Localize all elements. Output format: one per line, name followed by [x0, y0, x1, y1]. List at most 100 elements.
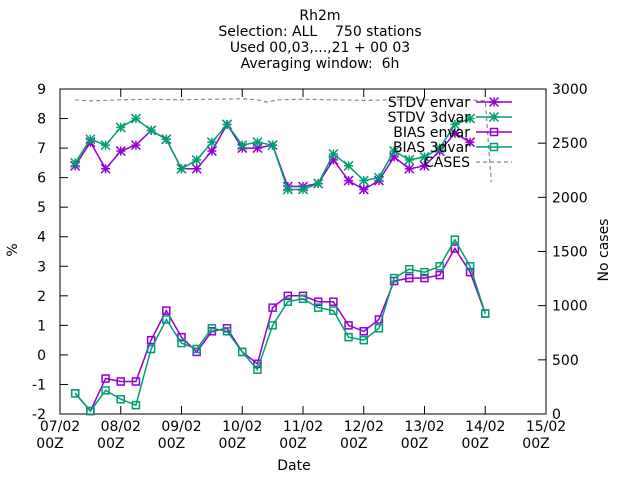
data-point-stdv-3dvar — [434, 143, 445, 154]
data-point-bias-3dvar — [329, 306, 338, 315]
data-point-stdv-3dvar — [358, 175, 369, 186]
x-tick-label: 00Z — [36, 436, 63, 452]
data-point-bias-3dvar — [389, 273, 399, 283]
data-point-bias-3dvar — [70, 389, 80, 398]
y-tick-label: 6 — [37, 171, 46, 187]
legend-marker — [488, 111, 500, 123]
data-point-stdv-3dvar — [297, 184, 309, 195]
legend-label: BIAS 3dvar — [393, 140, 470, 156]
data-point-bias-3dvar — [344, 332, 353, 342]
x-tick-label: 00Z — [158, 436, 185, 452]
data-point-bias-envar — [405, 273, 414, 283]
y-tick-label: 0 — [37, 348, 46, 364]
title-line: Used 00,03,...,21 + 00 03 — [229, 40, 411, 56]
data-point-stdv-3dvar — [282, 184, 293, 195]
data-point-bias-3dvar — [222, 327, 232, 336]
y2-tick-label: 2000 — [552, 190, 588, 206]
y-tick-label: 8 — [37, 112, 46, 128]
y-tick-label: -2 — [32, 407, 46, 423]
data-point-stdv-3dvar — [252, 137, 263, 148]
series-layer — [70, 113, 490, 416]
title-line: Averaging window: 6h — [240, 56, 400, 72]
cases-series — [75, 98, 492, 183]
data-point-bias-3dvar — [177, 338, 186, 348]
x-tick-label: 10/02 — [222, 419, 262, 435]
data-point-stdv-3dvar — [130, 113, 141, 124]
data-point-stdv-3dvar — [70, 157, 81, 168]
data-point-stdv-envar — [100, 163, 111, 174]
y-tick-label: 9 — [37, 82, 46, 98]
data-point-stdv-3dvar — [313, 178, 324, 189]
data-point-stdv-3dvar — [419, 151, 430, 162]
data-point-bias-envar — [374, 315, 384, 324]
x-tick-label: 00Z — [219, 436, 246, 452]
x-tick-label: 00Z — [401, 436, 428, 452]
chart-title: Rh2m Selection: ALL 750 stations Used 00… — [0, 8, 640, 72]
series-line-bias-3dvar — [74, 238, 487, 413]
data-point-stdv-envar — [419, 160, 430, 171]
data-point-stdv-3dvar — [404, 154, 415, 165]
data-point-stdv-envar — [115, 146, 126, 157]
data-point-bias-3dvar — [207, 324, 217, 333]
y-tick-label: -1 — [32, 377, 46, 393]
data-point-stdv-envar — [465, 137, 476, 148]
data-point-stdv-3dvar — [343, 160, 354, 171]
data-point-stdv-3dvar — [100, 140, 111, 151]
data-point-stdv-3dvar — [85, 134, 96, 145]
data-point-stdv-envar — [191, 163, 202, 174]
y2-tick-label: 2500 — [552, 136, 588, 152]
y-tick-label: 1 — [37, 318, 46, 334]
data-point-bias-envar — [359, 327, 368, 336]
data-point-stdv-envar — [206, 146, 217, 157]
y-tick-label: 5 — [37, 200, 46, 216]
y2-tick-label: 3000 — [552, 82, 588, 98]
data-point-stdv-3dvar — [328, 148, 339, 160]
x-tick-label: 00Z — [97, 436, 124, 452]
data-point-bias-3dvar — [192, 344, 201, 354]
x-tick-label: 15/02 — [526, 419, 566, 435]
data-point-stdv-3dvar — [206, 137, 217, 148]
x-tick-label: 07/02 — [40, 419, 80, 435]
data-point-stdv-3dvar — [449, 119, 460, 130]
data-point-bias-envar — [162, 306, 171, 315]
data-point-bias-3dvar — [131, 400, 141, 410]
data-point-bias-envar — [131, 377, 141, 386]
data-point-stdv-3dvar — [373, 172, 384, 183]
data-point-bias-3dvar — [481, 309, 490, 318]
legend-label: STDV envar — [388, 95, 470, 111]
legend-label: CASES — [424, 155, 470, 171]
data-point-bias-3dvar — [405, 264, 414, 274]
data-point-stdv-envar — [358, 184, 369, 195]
data-point-bias-3dvar — [298, 294, 308, 304]
x-tick-label: 09/02 — [161, 419, 201, 435]
data-point-bias-envar — [420, 273, 429, 283]
data-point-bias-envar — [116, 377, 125, 386]
y-tick-label: 4 — [37, 230, 46, 246]
legend-label: BIAS envar — [393, 125, 470, 141]
y-tick-label: 7 — [37, 141, 46, 157]
data-point-bias-3dvar — [450, 235, 460, 244]
data-point-bias-3dvar — [313, 303, 323, 312]
x-tick-label: 00Z — [522, 436, 549, 452]
data-point-bias-3dvar — [101, 386, 110, 395]
data-point-stdv-3dvar — [115, 122, 126, 133]
legend-label: STDV 3dvar — [388, 110, 471, 126]
data-point-bias-envar — [283, 291, 293, 301]
x-tick-label: 14/02 — [465, 419, 505, 435]
data-point-bias-3dvar — [238, 347, 247, 357]
axes: -2 -1 0 1 2 3 4 5 6 7 8 9 0 500 1000 1500 2000 2500 3000 07… — [32, 82, 588, 452]
y-tick-label: 2 — [37, 289, 46, 305]
data-point-bias-3dvar — [435, 262, 444, 271]
y2-tick-label: 1500 — [552, 245, 588, 261]
data-point-bias-3dvar — [268, 321, 277, 330]
data-point-bias-envar — [253, 359, 262, 369]
data-point-bias-3dvar — [146, 344, 156, 354]
data-point-stdv-3dvar — [222, 119, 233, 130]
y2-tick-label: 1000 — [552, 299, 588, 315]
x-tick-label: 11/02 — [283, 419, 323, 435]
data-point-stdv-3dvar — [146, 125, 157, 136]
data-point-bias-envar — [465, 267, 475, 277]
legend-marker — [488, 96, 500, 108]
